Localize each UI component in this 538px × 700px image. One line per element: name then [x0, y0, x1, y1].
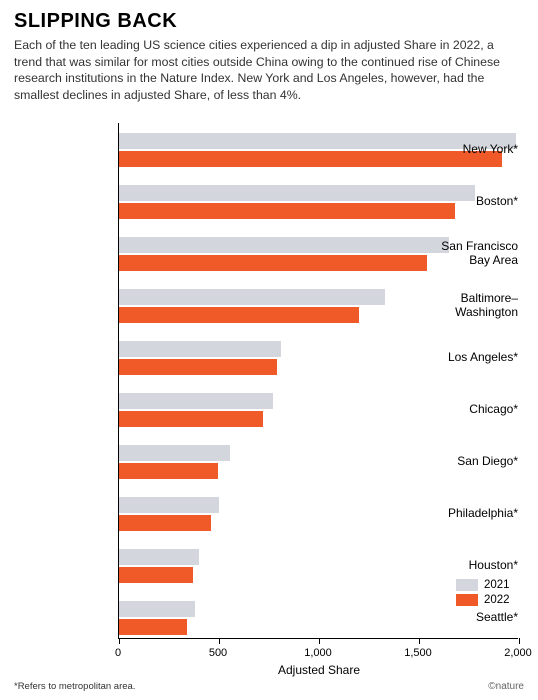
legend-label: 2022 — [484, 594, 510, 606]
figure-container: SLIPPING BACK Each of the ten leading US… — [0, 0, 538, 700]
x-tick — [419, 638, 420, 644]
category-label: Chicago* — [422, 403, 524, 417]
bar — [119, 255, 427, 271]
bar — [119, 393, 273, 409]
category-label: Baltimore– Washington — [422, 292, 524, 320]
bar — [119, 619, 187, 635]
bar — [119, 203, 455, 219]
legend-item: 2021 — [456, 579, 510, 591]
category-label: San Francisco Bay Area — [422, 240, 524, 268]
bar — [119, 307, 359, 323]
category-label: New York* — [422, 143, 524, 157]
x-tick-label: 2,000 — [504, 647, 532, 659]
x-tick — [319, 638, 320, 644]
chart-title: SLIPPING BACK — [14, 10, 524, 33]
bar — [119, 497, 219, 513]
x-tick-label: 500 — [209, 647, 227, 659]
x-tick — [519, 638, 520, 644]
chart-subtitle: Each of the ten leading US science citie… — [14, 37, 524, 103]
bar — [119, 567, 193, 583]
legend-swatch — [456, 594, 478, 606]
legend-label: 2021 — [484, 579, 510, 591]
bar — [119, 289, 385, 305]
credit: ©nature — [488, 681, 524, 692]
footnote: *Refers to metropolitan area. — [14, 681, 135, 692]
category-label: Philadelphia* — [422, 507, 524, 521]
category-label: Seattle* — [422, 611, 524, 625]
legend-swatch — [456, 579, 478, 591]
legend: 2021 2022 — [456, 579, 510, 609]
category-label: Los Angeles* — [422, 351, 524, 365]
bar — [119, 411, 263, 427]
category-label: San Diego* — [422, 455, 524, 469]
bar — [119, 463, 218, 479]
category-label: Boston* — [422, 195, 524, 209]
x-tick — [119, 638, 120, 644]
bar — [119, 237, 449, 253]
category-label: Houston* — [422, 559, 524, 573]
bar — [119, 601, 195, 617]
bar — [119, 445, 230, 461]
x-tick-label: 0 — [115, 647, 121, 659]
bar-chart: Adjusted Share 05001,0001,5002,000New Yo… — [14, 115, 524, 675]
x-axis-label: Adjusted Share — [14, 663, 524, 677]
legend-item: 2022 — [456, 594, 510, 606]
bar — [119, 515, 211, 531]
bar — [119, 341, 281, 357]
x-tick-label: 1,000 — [304, 647, 332, 659]
bar — [119, 359, 277, 375]
x-tick — [219, 638, 220, 644]
bar — [119, 549, 199, 565]
x-tick-label: 1,500 — [404, 647, 432, 659]
